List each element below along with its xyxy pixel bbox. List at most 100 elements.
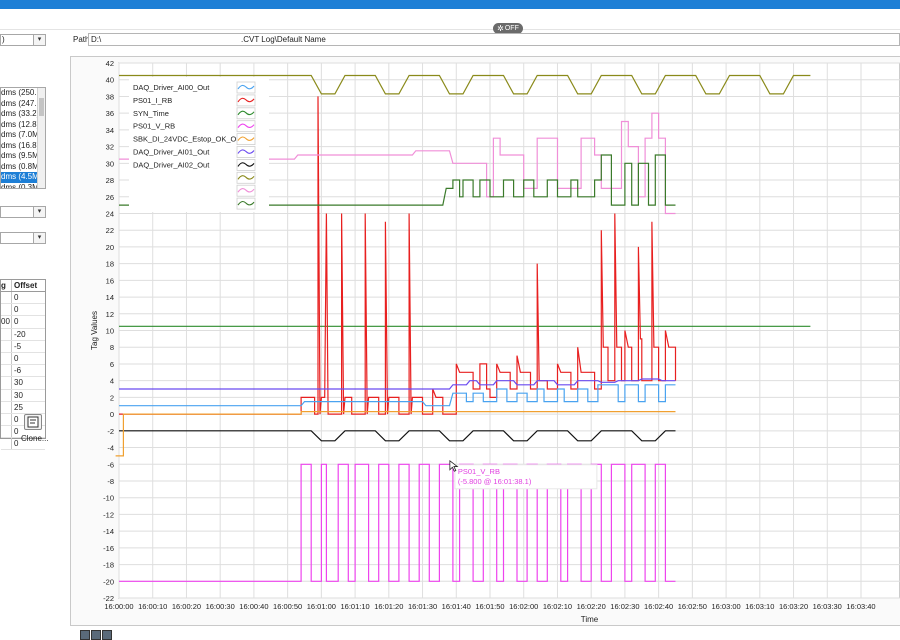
file-list-item[interactable]: dms (250. — [1, 88, 37, 97]
path-input[interactable]: D:\ .CVT Log\Default Name — [88, 33, 900, 46]
table-cell[interactable] — [1, 389, 12, 401]
table-row[interactable]: 0 — [1, 426, 45, 439]
table-cell[interactable] — [1, 352, 12, 365]
legend-swatch-icon — [237, 136, 255, 141]
table-cell[interactable] — [1, 340, 12, 352]
table-cell[interactable] — [1, 304, 12, 316]
table-cell[interactable] — [1, 377, 12, 389]
offset-cell[interactable]: 0 — [14, 353, 19, 363]
y-tick-label: -12 — [103, 510, 114, 519]
file-list-item[interactable]: dms (0.8M — [1, 161, 39, 171]
chevron-down-icon: ▾ — [33, 35, 45, 45]
table-row[interactable]: -5 — [1, 340, 45, 353]
x-tick-label: 16:03:30 — [813, 602, 842, 611]
file-list-item[interactable]: dms (16.8) — [1, 140, 40, 150]
offset-cell[interactable]: 0 — [14, 427, 19, 437]
table-row[interactable]: 00 0 — [1, 316, 45, 329]
power-toggle[interactable]: ✲ OFF — [493, 23, 523, 34]
offset-cell[interactable]: -6 — [14, 366, 22, 376]
table-cell[interactable]: 00 — [1, 316, 12, 328]
table-cell[interactable] — [1, 426, 12, 438]
x-tick-label: 16:01:40 — [442, 602, 471, 611]
table-cell[interactable] — [1, 438, 12, 450]
file-list-item[interactable]: dms (247. — [1, 98, 37, 108]
file-list[interactable]: dms (250. dms (247. dms (33.2) dms (12.8) dm… — [0, 87, 46, 189]
y-tick-label: 0 — [110, 410, 114, 419]
zoom-tool-icon[interactable] — [91, 630, 101, 640]
offset-cell[interactable]: 0 — [14, 439, 19, 449]
offset-cell[interactable]: 25 — [14, 402, 23, 412]
table-row[interactable]: 30 — [1, 389, 45, 402]
cursor-readout-box — [454, 464, 598, 490]
series-line-olive — [119, 74, 811, 95]
offset-cell[interactable]: 0 — [14, 414, 19, 424]
file-list-item[interactable]: dms (33.2) — [1, 109, 40, 118]
left-panel: ) ▾ dms (250. dms (247. dms (33.2) dms (12.… — [0, 30, 72, 640]
table-cell[interactable] — [1, 328, 12, 340]
table-row[interactable]: 30 — [1, 377, 45, 390]
table-cell[interactable] — [1, 365, 12, 377]
y-tick-label: 34 — [106, 126, 114, 135]
offset-cell[interactable]: 0 — [14, 305, 19, 315]
file-list-item[interactable]: dms (9.5M — [1, 151, 39, 160]
table-row[interactable]: 0 — [1, 413, 45, 427]
select-2[interactable]: ▾ — [0, 232, 46, 244]
legend-entry-label: DAQ_Driver_AI01_Out — [133, 148, 210, 157]
x-tick-label: 16:03:20 — [779, 602, 808, 611]
legend-swatch-icon — [237, 97, 255, 103]
series-line-pink2 — [119, 112, 676, 215]
file-list-item[interactable]: dms (0.3M — [1, 182, 39, 189]
offset-table-header: g Offset — [1, 280, 45, 292]
series-line-daq-driver-ai01-out — [119, 378, 676, 390]
cursor-tool-icon[interactable] — [80, 630, 90, 640]
legend-swatch-icon — [237, 149, 255, 154]
file-list-scrollbar[interactable] — [37, 88, 45, 188]
table-row[interactable]: 0 — [1, 438, 45, 451]
pan-tool-icon[interactable] — [102, 630, 112, 640]
offset-table: g Offset 0 0 00 0 -20 -5 0 -6 30 30 25 0 0 0 — [0, 279, 46, 451]
waveform-chart[interactable]: 424038363432302826242220181614121086420-… — [71, 57, 900, 626]
y-tick-label: 10 — [106, 327, 114, 336]
file-list-item[interactable]: dms (4.5M — [1, 172, 45, 183]
x-tick-label: 16:01:00 — [307, 602, 336, 611]
offset-cell[interactable]: 0 — [14, 293, 19, 302]
offset-cell[interactable]: 0 — [14, 317, 19, 327]
clone-button[interactable] — [24, 414, 42, 430]
table-cell[interactable] — [1, 401, 12, 413]
table-row[interactable]: 25 — [1, 401, 45, 414]
x-tick-label: 16:02:30 — [610, 602, 639, 611]
y-tick-label: 8 — [110, 343, 114, 352]
offset-cell[interactable]: -5 — [14, 341, 22, 351]
table-cell[interactable] — [1, 413, 12, 426]
offset-cell[interactable]: 30 — [14, 378, 23, 388]
y-tick-label: 36 — [106, 109, 114, 118]
y-tick-label: -14 — [103, 527, 114, 536]
toolbar-area: ✲ OFF — [0, 9, 900, 34]
y-tick-label: 32 — [106, 143, 114, 152]
offset-cell[interactable]: 30 — [14, 390, 23, 400]
table-row[interactable]: -6 — [1, 365, 45, 378]
power-toggle-label: OFF — [504, 25, 519, 32]
file-list-item[interactable]: dms (12.8) — [1, 119, 40, 129]
offset-cell[interactable]: -20 — [14, 329, 26, 339]
scrollbar-thumb[interactable] — [39, 98, 44, 116]
select-1[interactable]: ▾ — [0, 206, 46, 218]
file-type-select-value: ) — [2, 35, 5, 44]
series-line-sbk-di-24vdc-estop-ok-out — [115, 411, 676, 457]
x-tick-label: 16:00:50 — [273, 602, 302, 611]
table-cell[interactable] — [1, 292, 12, 304]
clone-label: Clone... — [21, 434, 49, 443]
table-row[interactable]: -20 — [1, 328, 45, 341]
y-tick-label: 2 — [110, 393, 114, 402]
table-row[interactable]: 0 — [1, 292, 45, 305]
file-type-select[interactable]: ) ▾ — [0, 34, 46, 46]
file-list-item[interactable]: dms (7.0M — [1, 130, 39, 139]
legend-swatch-icon — [237, 110, 255, 116]
path-suffix: .CVT Log\Default Name — [241, 35, 326, 44]
table-row[interactable]: 0 — [1, 304, 45, 317]
x-tick-label: 16:02:10 — [543, 602, 572, 611]
series-line-ps01-v-rb — [119, 463, 676, 582]
x-tick-label: 16:02:00 — [509, 602, 538, 611]
clone-icon — [27, 416, 39, 428]
table-row[interactable]: 0 — [1, 352, 45, 366]
